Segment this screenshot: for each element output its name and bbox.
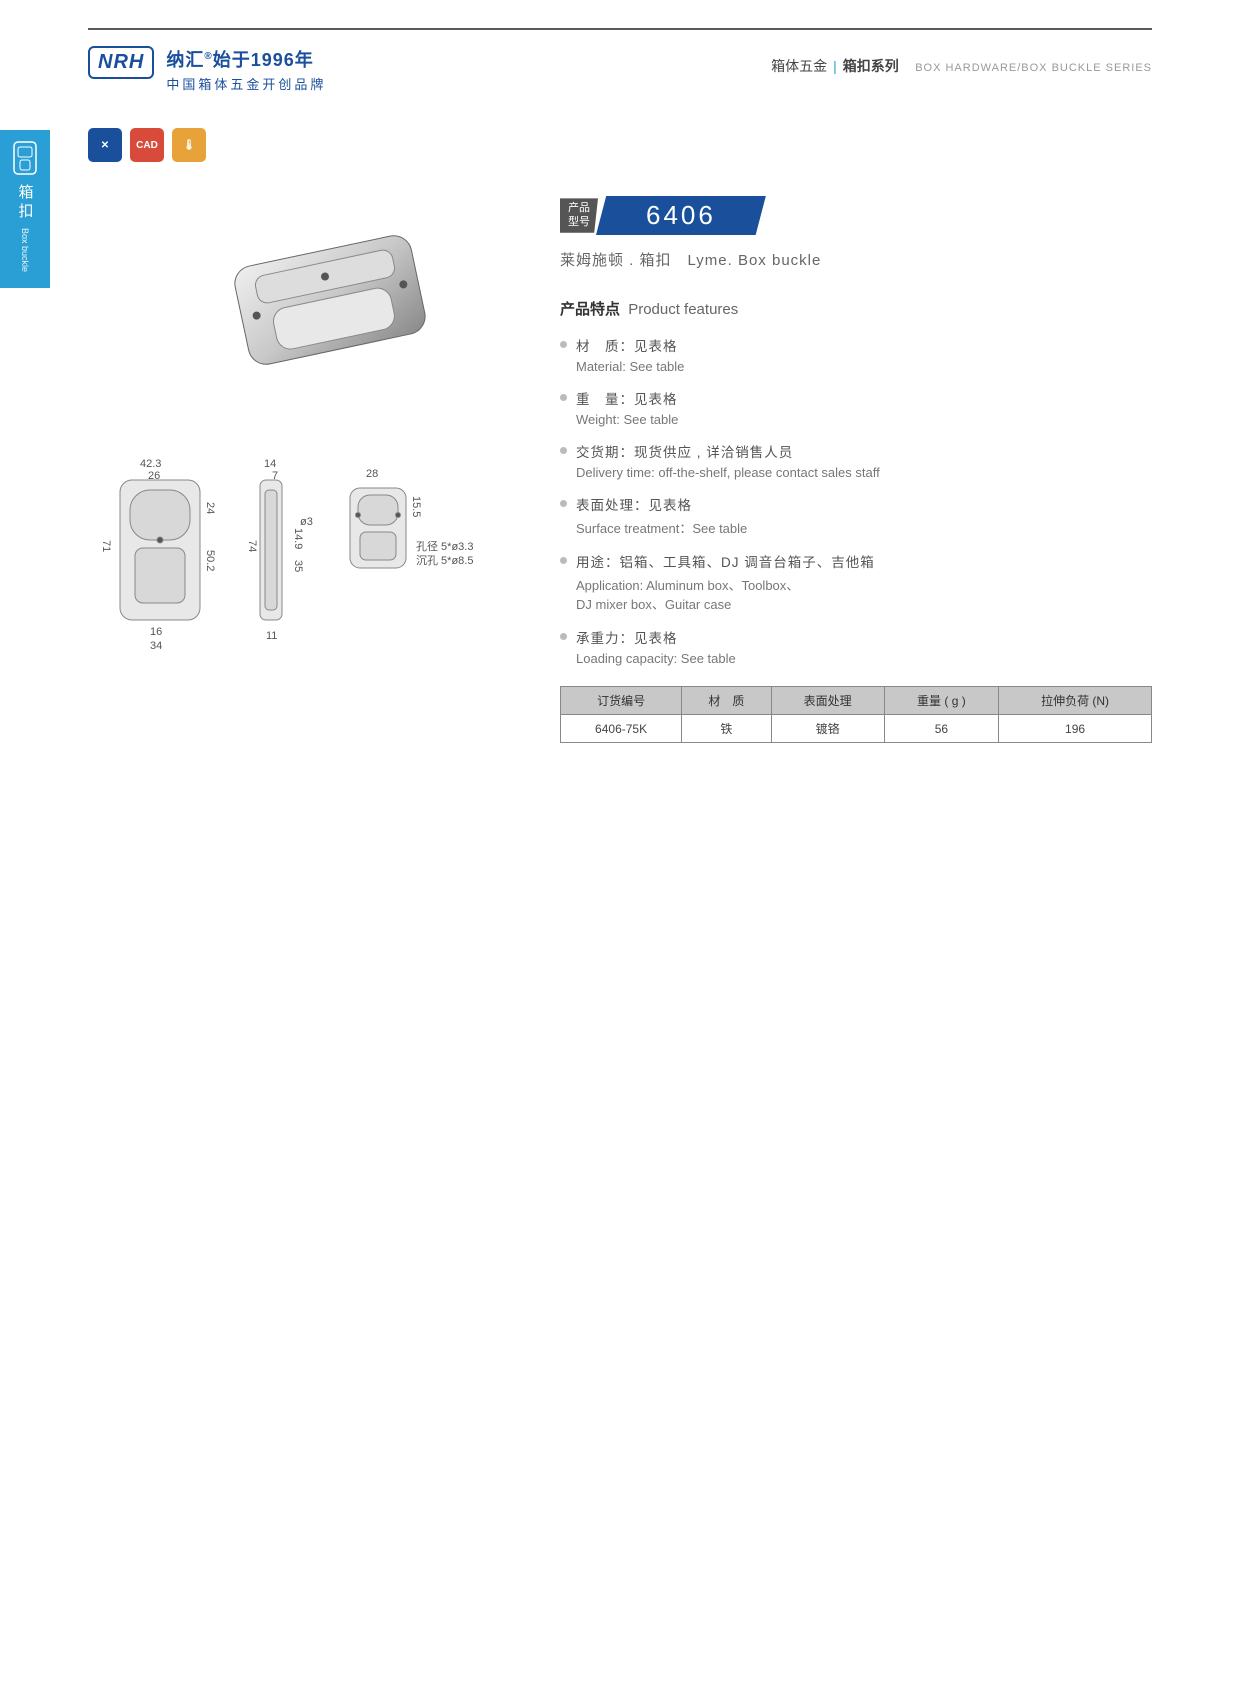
table-header: 重量 ( g ) [884,687,998,715]
dim: 28 [366,468,378,480]
header: NRH 纳汇®始于1996年 中国箱体五金开创品牌 箱体五金|箱扣系列 BOX … [88,46,1152,93]
feature-en: Surface treatment：See table [576,518,1152,537]
side-label-en: Box buckle [20,228,30,272]
feature-en: Weight: See table [576,412,1152,427]
feature-cn: 表面处理：见表格 [576,494,1152,514]
header-category: 箱体五金|箱扣系列 BOX HARDWARE/BOX BUCKLE SERIES [771,46,1152,76]
info-column: 产品型号 6406 莱姆施顿 . 箱扣 Lyme. Box buckle 产品特… [560,196,1152,743]
table-cell: 6406-75K [561,715,682,743]
product-subtitle: 莱姆施顿 . 箱扣 Lyme. Box buckle [560,249,1152,270]
dim: 34 [150,640,162,652]
features-heading: 产品特点 Product features [560,298,1152,319]
dim: 14.9 [292,528,304,549]
features-list: 材 质：见表格 Material: See table 重 量：见表格 Weight:… [560,335,1152,666]
badge-row: ✕ CAD 🌡 [88,128,206,162]
feature-item: 交货期：现货供应 , 详洽销售人员 Delivery time: off-the-… [560,441,1152,480]
feature-item: 重 量：见表格 Weight: See table [560,388,1152,427]
table-header: 材 质 [682,687,771,715]
feature-item: 承重力：见表格 Loading capacity: See table [560,627,1152,666]
feature-en: Application: Aluminum box、Toolbox、 DJ mi… [576,575,1152,613]
dim: 16 [150,626,162,638]
feature-cn: 交货期：现货供应 , 详洽销售人员 [576,441,1152,461]
feature-cn: 承重力：见表格 [576,627,1152,647]
table-cell: 56 [884,715,998,743]
feature-en: Loading capacity: See table [576,651,1152,666]
feature-item: 用途：铝箱、工具箱、DJ 调音台箱子、吉他箱 Application: Alumi… [560,551,1152,613]
feature-item: 表面处理：见表格 Surface treatment：See table [560,494,1152,537]
dim: 24 [204,502,216,514]
model-tag: 产品型号 [560,198,598,232]
brand-name: 纳汇®始于1996年 [166,46,326,72]
dim-note: 沉孔 5*ø8.5 [416,552,473,568]
side-label-cn: 箱扣 [15,184,36,222]
dim: 50.2 [204,550,216,571]
dim: 35 [292,560,304,572]
buckle-icon [11,140,39,176]
dim: 7 [272,470,278,482]
technical-drawing: 42.3 26 71 50.2 24 16 34 14 7 74 35 14.9… [100,440,500,660]
dim: 74 [246,540,258,552]
spec-table: 订货编号材 质表面处理重量 ( g )拉伸负荷 (N) 6406-75K铁镀铬5… [560,686,1152,743]
feature-cn: 重 量：见表格 [576,388,1152,408]
dim: 15.5 [410,496,422,517]
dim: 42.3 [140,458,161,470]
table-cell: 铁 [682,715,771,743]
table-cell: 镀铬 [771,715,884,743]
dim: 11 [266,630,277,642]
table-header: 订货编号 [561,687,682,715]
feature-item: 材 质：见表格 Material: See table [560,335,1152,374]
model-number: 6406 [596,196,766,235]
feature-en: Material: See table [576,359,1152,374]
table-header: 拉伸负荷 (N) [999,687,1152,715]
feature-cn: 材 质：见表格 [576,335,1152,355]
badge-temp-icon: 🌡 [172,128,206,162]
dim: 14 [264,458,276,470]
side-tab: 箱扣 Box buckle [0,130,50,288]
badge-tools-icon: ✕ [88,128,122,162]
brand-tagline: 中国箱体五金开创品牌 [166,74,326,93]
model-row: 产品型号 6406 [560,196,1152,235]
badge-cad-icon: CAD [130,128,164,162]
logo-mark: NRH [88,46,154,79]
dim: 26 [148,470,160,482]
feature-en: Delivery time: off-the-shelf, please con… [576,465,1152,480]
product-photo [190,210,470,390]
logo-block: NRH 纳汇®始于1996年 中国箱体五金开创品牌 [88,46,326,93]
table-header: 表面处理 [771,687,884,715]
table-cell: 196 [999,715,1152,743]
dim: ø3 [300,516,313,528]
dim: 71 [100,540,112,552]
feature-cn: 用途：铝箱、工具箱、DJ 调音台箱子、吉他箱 [576,551,1152,571]
top-rule [88,28,1152,30]
table-row: 6406-75K铁镀铬56196 [561,715,1152,743]
